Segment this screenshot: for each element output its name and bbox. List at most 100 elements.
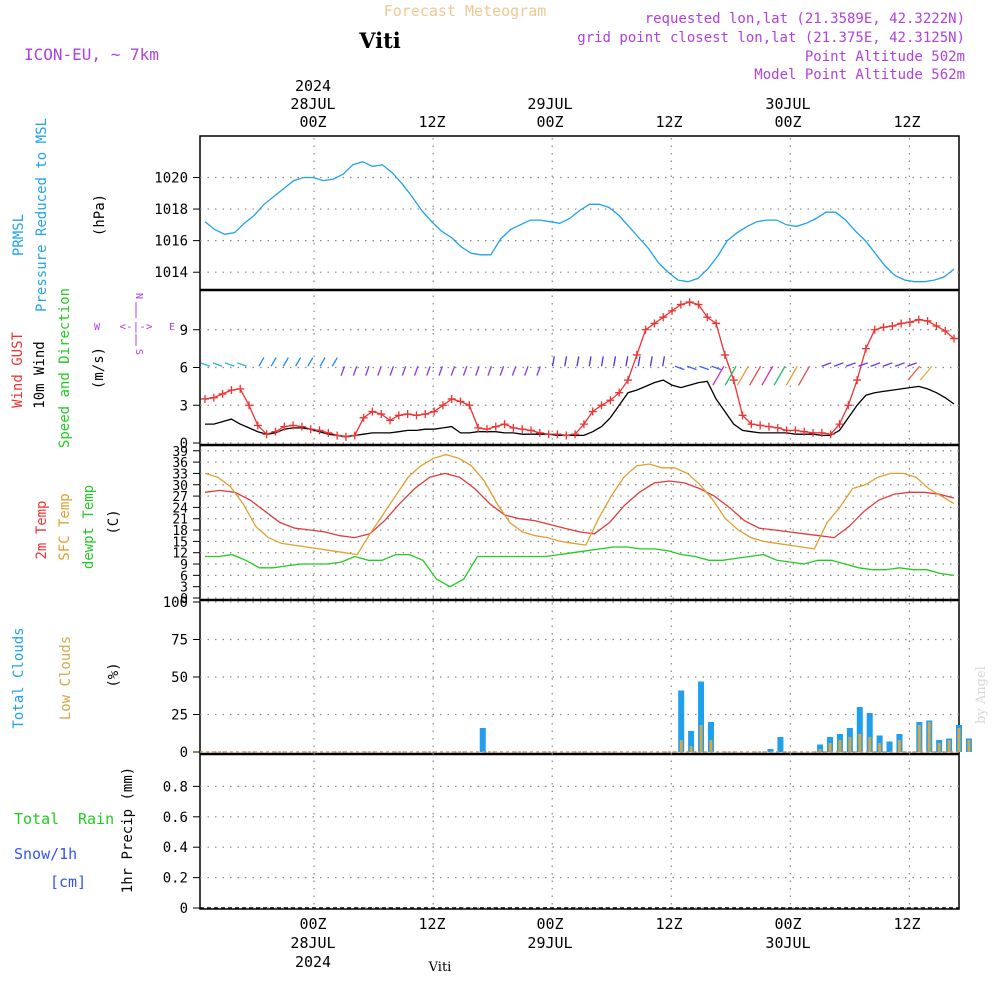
total-cloud-bar-4 [707, 722, 714, 752]
gust-marker-34 [500, 420, 509, 429]
wind-direction-arrow-44 [736, 365, 749, 386]
series-marks [200, 298, 972, 909]
wind-direction-arrow-34 [625, 356, 629, 367]
gust-marker-37 [527, 426, 536, 435]
top-tick-label-3: 12Z [655, 113, 682, 131]
gust-marker-46 [606, 396, 615, 405]
precip-y-tick-label-1: 0.2 [163, 871, 188, 887]
gust-marker-14 [324, 428, 333, 437]
gust-marker-19 [368, 407, 377, 416]
gust-marker-80 [905, 318, 914, 327]
top-tick-label-1: 12Z [418, 113, 445, 131]
compass-w-label: W [94, 322, 101, 333]
wind-direction-arrow-19 [438, 366, 444, 376]
wind-direction-arrow-52 [846, 362, 856, 367]
top-day-label-0: 28JUL [290, 95, 335, 113]
gust-marker-38 [535, 428, 544, 437]
bottom-day-label-0: 28JUL [290, 934, 335, 952]
gust-marker-74 [853, 376, 862, 385]
temp-dewpt-label: dewpt Temp [81, 485, 97, 569]
gust-marker-53 [668, 306, 677, 315]
precip-y-tick-label-2: 0.4 [163, 840, 188, 856]
precip-y-tick-label-3: 0.6 [163, 810, 188, 826]
wind-direction-arrow-7 [295, 357, 302, 367]
pressure-label-prmsl: PRMSL [11, 214, 27, 256]
wind-direction-arrow-2 [224, 362, 235, 367]
gust-marker-43 [579, 420, 588, 429]
low-cloud-bar-20 [957, 728, 961, 752]
compass-s-label: S [133, 349, 144, 355]
gust-marker-24 [412, 411, 421, 420]
gust-marker-21 [386, 416, 395, 425]
gust-marker-62 [747, 420, 756, 429]
clouds-y-tick-label-0: 0 [180, 745, 188, 761]
wind-direction-arrow-15 [389, 366, 395, 376]
temperature-series-line-2 [205, 546, 955, 588]
wind-direction-arrow-48 [785, 365, 798, 386]
gust-marker-31 [474, 423, 483, 432]
wind-direction-arrow-8 [307, 357, 314, 367]
total-cloud-bar-6 [777, 737, 784, 752]
gust-marker-54 [676, 300, 685, 309]
wind-y-tick-label-2: 6 [180, 361, 188, 377]
precip-rain-label: Rain [78, 810, 114, 828]
gust-marker-45 [597, 401, 606, 410]
gust-marker-82 [923, 316, 932, 325]
gust-marker-52 [659, 313, 668, 322]
wind-direction-arrow-46 [761, 365, 774, 386]
low-cloud-bar-19 [947, 740, 951, 752]
wind-direction-arrow-47 [773, 365, 786, 386]
gust-marker-30 [465, 401, 474, 410]
gust-marker-76 [870, 325, 879, 334]
compass-n-label: N [133, 293, 144, 299]
temperature-y-tick-label-13: 39 [172, 445, 188, 460]
gust-marker-17 [350, 431, 359, 440]
wind-direction-arrow-11 [340, 366, 346, 376]
wind-direction-arrow-43 [724, 365, 737, 386]
low-cloud-bar-7 [818, 749, 822, 752]
gust-marker-66 [782, 426, 791, 435]
wind-direction-arrow-20 [450, 366, 456, 376]
wind-direction-arrow-58 [907, 365, 921, 381]
top-tick-label-2: 00Z [536, 113, 563, 131]
wind-direction-arrow-13 [364, 366, 370, 376]
low-cloud-bar-10 [848, 737, 852, 752]
temperature-y-tick-label-5: 15 [172, 535, 188, 550]
bottom-day-label-1: 29JUL [527, 934, 572, 952]
low-cloud-bar-11 [858, 734, 862, 752]
top-tick-label-4: 00Z [774, 113, 801, 131]
wind-compass-rose: N S W E <-|-> [94, 293, 175, 355]
gust-marker-68 [800, 427, 809, 436]
wind-direction-arrow-31 [588, 356, 592, 367]
gust-marker-16 [341, 432, 350, 441]
bottom-day-label-2: 30JUL [765, 934, 810, 952]
gust-marker-56 [694, 300, 703, 309]
gust-marker-67 [791, 426, 800, 435]
total-cloud-bar-0 [479, 728, 486, 752]
total-cloud-bar-14 [886, 741, 893, 752]
low-cloud-bar-17 [927, 722, 931, 752]
gust-marker-15 [333, 431, 342, 440]
wind-gust-label: Wind GUST [10, 332, 26, 408]
total-cloud-bar-1 [678, 690, 685, 752]
wind-direction-arrow-51 [833, 362, 844, 367]
gust-marker-60 [729, 376, 738, 385]
wind-direction-arrow-36 [649, 356, 653, 367]
point-altitude: Point Altitude 502m [805, 49, 965, 65]
gust-marker-85 [950, 334, 959, 343]
gust-marker-35 [509, 423, 518, 432]
wind-direction-arrow-28 [551, 356, 555, 367]
wind-direction-arrow-6 [282, 357, 289, 367]
precip-y-tick-label-0: 0 [180, 901, 188, 917]
wind-direction-arrow-54 [870, 362, 881, 367]
wind-direction-arrow-24 [499, 366, 505, 376]
gust-marker-75 [861, 344, 870, 353]
pressure-series-line-0 [204, 161, 955, 283]
plot-frame [199, 135, 960, 910]
compass-e-label: E [169, 322, 175, 333]
gust-marker-1 [209, 393, 218, 402]
gust-marker-23 [403, 410, 412, 419]
gust-marker-57 [703, 313, 712, 322]
wind-direction-arrow-16 [401, 366, 407, 376]
gust-marker-39 [544, 430, 553, 439]
